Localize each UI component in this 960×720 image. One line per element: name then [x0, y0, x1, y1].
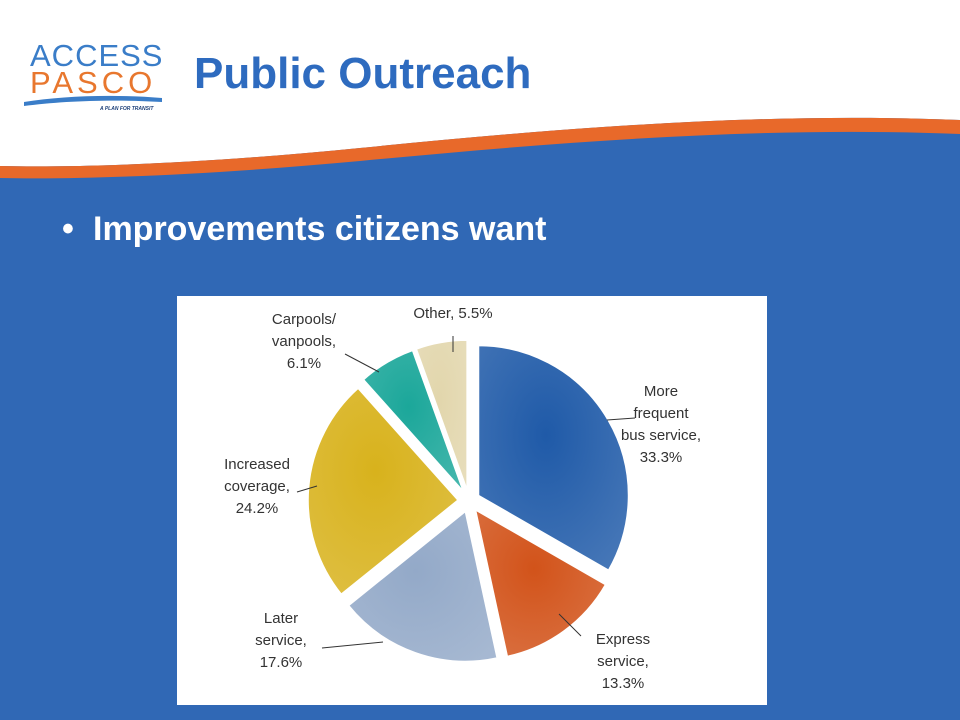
slice-label: Increased coverage, 24.2% — [224, 456, 290, 517]
logo-tagline: A PLAN FOR TRANSIT — [100, 106, 154, 112]
leader-line — [321, 641, 384, 649]
leader-line — [606, 417, 636, 421]
logo-text-access: ACCESS — [30, 38, 164, 73]
pie-slice-express-service — [474, 508, 607, 658]
header-white-area — [0, 0, 960, 167]
slice-label: Other, 5.5% — [413, 305, 492, 322]
leader-line — [296, 485, 318, 493]
slice-label: More frequent bus service, 33.3% — [621, 383, 701, 466]
pie-slice-increased-coverage — [307, 387, 460, 596]
bullet-item: • Improvements citizens want — [62, 206, 546, 252]
pie-chart-panel: More frequent bus service, 33.3% Express serv… — [177, 296, 767, 705]
slice-label: Later service, 17.6% — [255, 610, 307, 671]
pie-slice-other — [415, 339, 468, 491]
bullet-text: Improvements citizens want — [93, 210, 547, 248]
logo-text-pasco: PASCO — [30, 65, 157, 100]
bullet-dot: • — [62, 210, 74, 248]
logo-swoosh — [24, 95, 162, 106]
pie-slice-later-service — [347, 510, 499, 663]
orange-wave-stripe — [0, 117, 960, 179]
slice-label: Express service, 13.3% — [596, 631, 650, 692]
leader-line — [344, 353, 380, 373]
header-banner — [0, 0, 960, 179]
slice-label: Carpools/vanpools, 6.1% — [272, 311, 337, 372]
access-pasco-logo: ACCESS PASCO A PLAN FOR TRANSIT — [22, 40, 164, 114]
pie-chart: More frequent bus service, 33.3% Express serv… — [224, 305, 701, 692]
leader-line — [558, 613, 582, 637]
page-title: Public Outreach — [194, 49, 532, 98]
pie-slice-carpools-vanpools — [362, 349, 465, 493]
